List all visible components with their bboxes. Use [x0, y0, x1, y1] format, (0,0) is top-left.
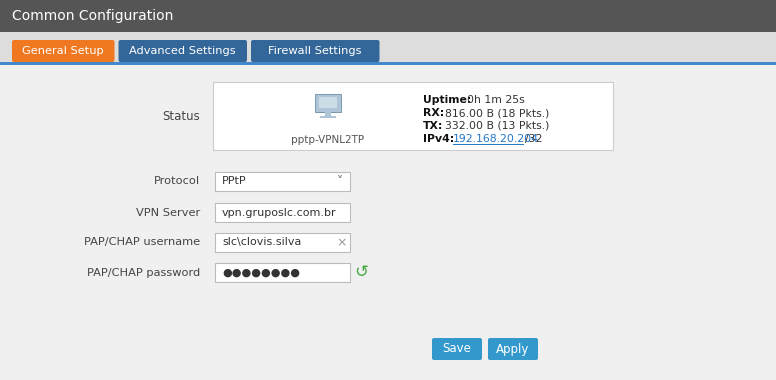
FancyBboxPatch shape [119, 40, 247, 62]
Text: TX:: TX: [423, 121, 443, 131]
Text: 816.00 B (18 Pkts.): 816.00 B (18 Pkts.) [445, 108, 549, 118]
Text: IPv4:: IPv4: [423, 134, 454, 144]
Bar [0, 0, 776, 32]
FancyBboxPatch shape [251, 40, 379, 62]
Text: PPtP: PPtP [222, 176, 247, 187]
Text: 332.00 B (13 Pkts.): 332.00 B (13 Pkts.) [445, 121, 549, 131]
FancyBboxPatch shape [488, 338, 538, 360]
Text: ×: × [337, 236, 347, 249]
Bar [215, 172, 350, 191]
FancyBboxPatch shape [12, 40, 115, 62]
Text: 192.168.20.204: 192.168.20.204 [453, 134, 539, 144]
Text: General Setup: General Setup [23, 46, 104, 56]
Bar [215, 263, 350, 282]
Bar [213, 82, 613, 150]
Text: ↺: ↺ [354, 263, 368, 282]
Text: VPN Server: VPN Server [136, 207, 200, 217]
Text: pptp-VPNL2TP: pptp-VPNL2TP [292, 135, 365, 145]
Bar [0, 32, 776, 64]
Text: Save: Save [442, 342, 472, 356]
Text: vpn.gruposlc.com.br: vpn.gruposlc.com.br [222, 207, 337, 217]
Bar [215, 203, 350, 222]
Bar [215, 233, 350, 252]
Text: ●●●●●●●●: ●●●●●●●● [222, 268, 300, 277]
Text: ˅: ˅ [337, 175, 343, 188]
Text: RX:: RX: [423, 108, 444, 118]
FancyBboxPatch shape [432, 338, 482, 360]
Text: Uptime:: Uptime: [423, 95, 471, 105]
Text: PAP/CHAP username: PAP/CHAP username [84, 238, 200, 247]
Text: slc\clovis.silva: slc\clovis.silva [222, 238, 301, 247]
Text: Protocol: Protocol [154, 176, 200, 187]
Text: Advanced Settings: Advanced Settings [130, 46, 236, 56]
Bar [320, 116, 336, 118]
Bar [325, 112, 331, 116]
Text: Apply: Apply [497, 342, 530, 356]
Text: Common Configuration: Common Configuration [12, 9, 173, 23]
Bar [0, 62, 776, 65]
Text: /32: /32 [525, 134, 542, 144]
Text: Status: Status [162, 109, 200, 122]
Text: PAP/CHAP password: PAP/CHAP password [87, 268, 200, 277]
Text: Firewall Settings: Firewall Settings [268, 46, 362, 56]
Text: 0h 1m 25s: 0h 1m 25s [467, 95, 525, 105]
Bar [0, 64, 776, 380]
Bar [319, 97, 337, 108]
Bar [315, 94, 341, 112]
